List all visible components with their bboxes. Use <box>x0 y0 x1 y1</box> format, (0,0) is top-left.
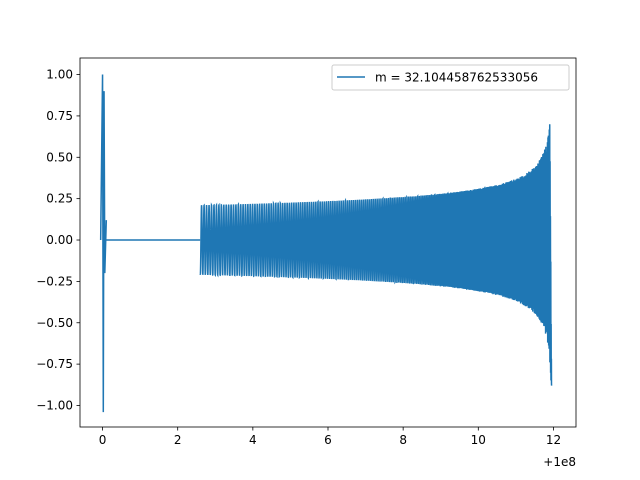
plot-area <box>99 74 553 413</box>
y-tick-label: 0.25 <box>46 192 73 206</box>
legend-label: m = 32.104458762533056 <box>375 71 538 85</box>
x-offset-label: +1e8 <box>543 455 576 469</box>
y-tick-label: −0.25 <box>36 274 73 288</box>
y-tick-label: −0.50 <box>36 316 73 330</box>
x-tick-label: 8 <box>399 433 407 447</box>
x-axis: 0 2 4 6 8 10 12 <box>99 427 561 447</box>
y-tick-label: −0.75 <box>36 357 73 371</box>
y-tick-label: 1.00 <box>46 68 73 82</box>
x-tick-label: 6 <box>324 433 332 447</box>
y-tick-label: 0.50 <box>46 150 73 164</box>
legend-box <box>331 64 570 91</box>
y-tick-label: 0.00 <box>46 233 73 247</box>
y-axis: 1.00 0.75 0.50 0.25 0.00 −0.25 −0.50 −0.75 −1.00 <box>36 68 80 412</box>
series-line-segment <box>199 124 553 386</box>
x-tick-label: 4 <box>249 433 257 447</box>
x-tick-label: 2 <box>174 433 182 447</box>
x-tick-label: 12 <box>546 433 561 447</box>
series-line-segment <box>99 74 108 413</box>
x-tick-label: 10 <box>471 433 486 447</box>
y-tick-label: 0.75 <box>46 109 73 123</box>
legend: m = 32.104458762533056 <box>331 64 570 91</box>
y-tick-label: −1.00 <box>36 398 73 412</box>
x-tick-label: 0 <box>99 433 107 447</box>
